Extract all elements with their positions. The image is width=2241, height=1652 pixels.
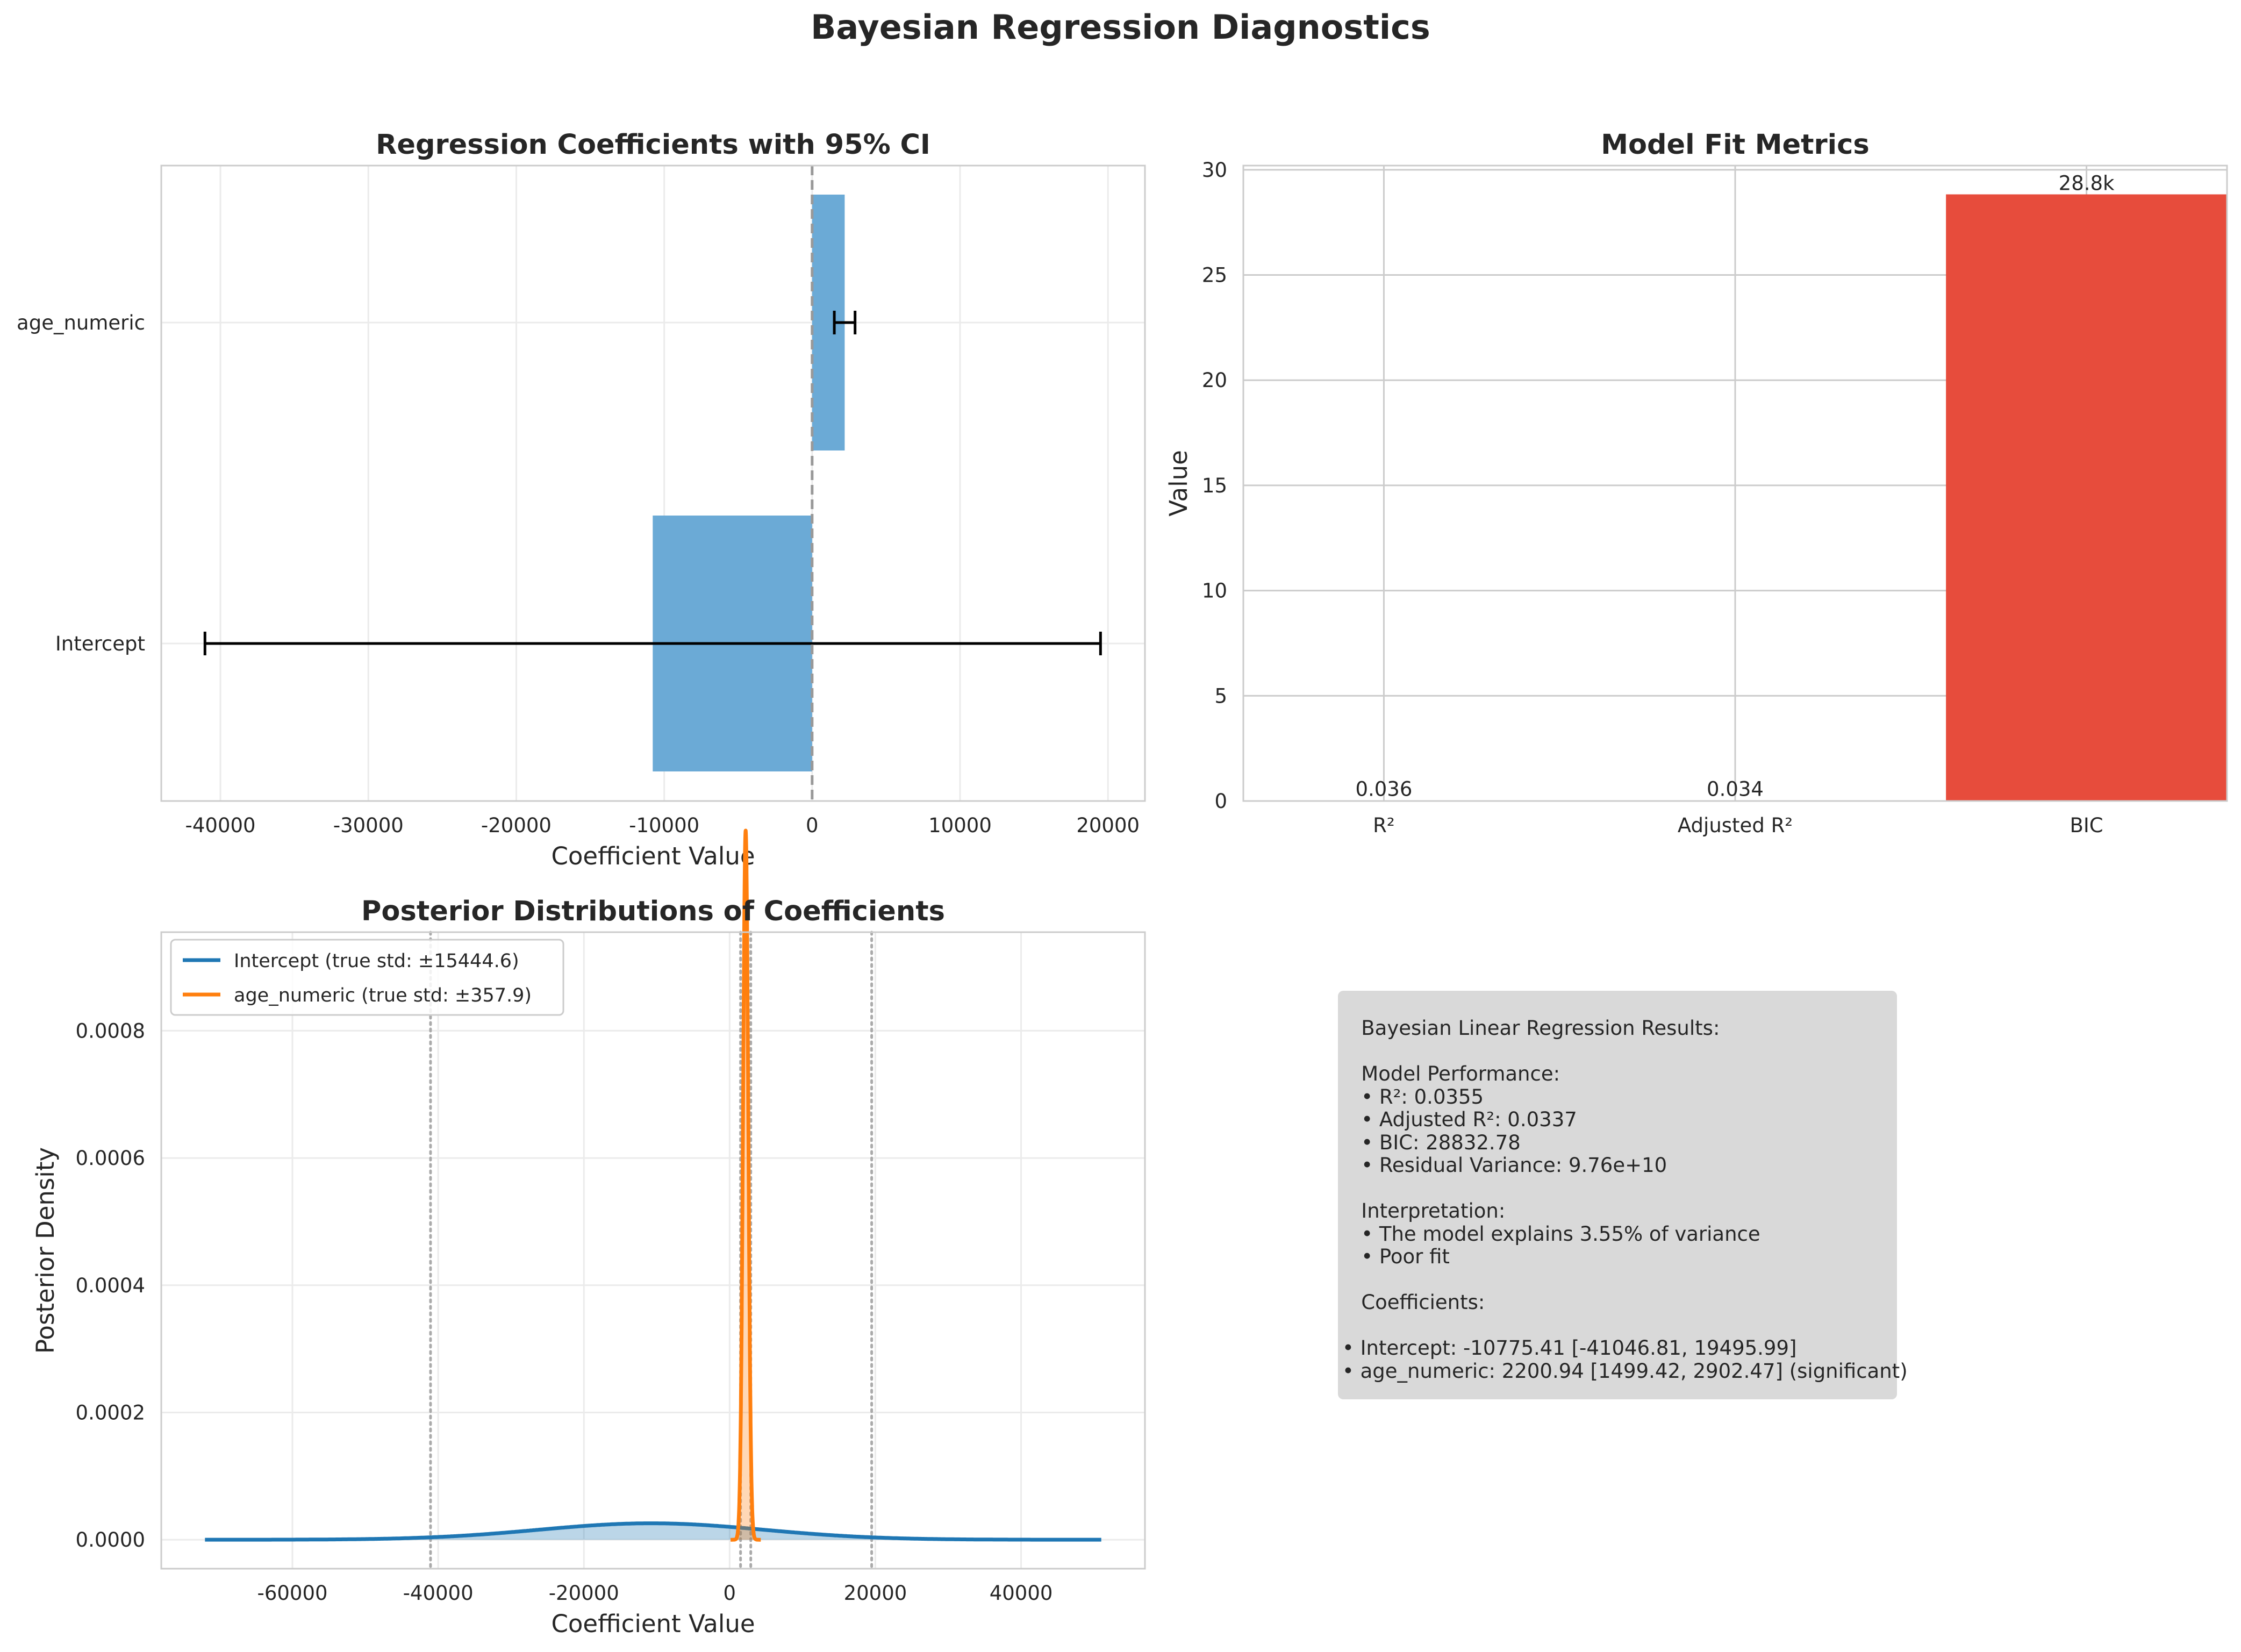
x-tick-label: -40000 bbox=[403, 1582, 474, 1605]
y-axis-label: Value bbox=[1164, 450, 1193, 517]
x-tick-label: 10000 bbox=[928, 814, 992, 837]
summary-text: Bayesian Linear Regression Results: Mode… bbox=[1342, 1017, 1908, 1383]
y-tick-label: 10 bbox=[1202, 580, 1227, 603]
density-fill bbox=[731, 831, 761, 1540]
x-tick-label: 0 bbox=[724, 1582, 736, 1605]
x-tick-label: -20000 bbox=[549, 1582, 619, 1605]
x-tick-label: -10000 bbox=[629, 814, 699, 837]
x-tick-label: 20000 bbox=[844, 1582, 907, 1605]
y-tick-label: 0 bbox=[1214, 790, 1227, 813]
y-tick-label: 5 bbox=[1214, 684, 1227, 707]
x-axis-label: Coefficient Value bbox=[551, 842, 755, 870]
bar-value-label: 0.034 bbox=[1707, 778, 1764, 801]
summary-box bbox=[1338, 991, 1897, 1399]
metric-bar bbox=[1946, 194, 2227, 802]
panel-title: Regression Coefficients with 95% CI bbox=[376, 129, 930, 161]
x-tick-label: -30000 bbox=[333, 814, 404, 837]
figure-title: Bayesian Regression Diagnostics bbox=[811, 8, 1430, 47]
y-tick-label: age_numeric bbox=[17, 311, 145, 334]
legend-entry: Intercept (true std: ±15444.6) bbox=[234, 950, 519, 972]
y-tick-label: 0.0008 bbox=[76, 1019, 145, 1042]
coefficients-panel: Intercept age_numeric -40000 -30000 -20000 -1… bbox=[17, 129, 1146, 870]
fit-metrics-frame bbox=[1242, 165, 2228, 802]
coefficients-frame bbox=[160, 165, 1146, 802]
panel-title: Posterior Distributions of Coefficients bbox=[361, 896, 945, 927]
x-axis-label: Coefficient Value bbox=[551, 1610, 755, 1638]
y-tick-label: 0.0002 bbox=[76, 1401, 145, 1424]
x-tick-label: -60000 bbox=[257, 1582, 327, 1605]
panel-title: Model Fit Metrics bbox=[1601, 129, 1870, 161]
bar-value-label: 28.8k bbox=[2059, 172, 2115, 195]
density-line bbox=[204, 1521, 1102, 1542]
density-fill bbox=[205, 1523, 1101, 1540]
density-line bbox=[728, 828, 763, 1542]
legend-frame bbox=[170, 939, 564, 1016]
y-axis-label: Posterior Density bbox=[31, 1147, 60, 1354]
x-tick-label: 0 bbox=[806, 814, 819, 837]
x-tick-label: R² bbox=[1373, 814, 1395, 837]
x-tick-label: BIC bbox=[2070, 814, 2103, 837]
y-tick-label: 25 bbox=[1202, 264, 1227, 287]
y-tick-label: 0.0000 bbox=[76, 1528, 145, 1551]
y-tick-label: 30 bbox=[1202, 159, 1227, 182]
x-tick-label: -20000 bbox=[481, 814, 552, 837]
y-tick-label: 0.0004 bbox=[76, 1274, 145, 1297]
posterior-frame bbox=[160, 931, 1146, 1570]
x-tick-label: 40000 bbox=[990, 1582, 1053, 1605]
x-tick-label: 20000 bbox=[1076, 814, 1140, 837]
posterior-panel: -60000 -40000 -20000 0 20000 40000 0.0000 0.000… bbox=[31, 828, 1146, 1638]
y-tick-label: 15 bbox=[1202, 474, 1227, 497]
bar-value-label: 0.036 bbox=[1355, 778, 1412, 801]
y-tick-label: 20 bbox=[1202, 369, 1227, 392]
fit-metrics-panel: 0 5 10 15 20 25 30 0.036 R² 0.034 Adjusted R² 28.8k… bbox=[1164, 129, 2228, 837]
y-tick-label: Intercept bbox=[55, 632, 145, 655]
legend-entry: age_numeric (true std: ±357.9) bbox=[234, 985, 532, 1006]
legend: Intercept (true std: ±15444.6) age_numeri… bbox=[170, 939, 564, 1016]
x-tick-label: Adjusted R² bbox=[1678, 814, 1793, 837]
y-tick-label: 0.0006 bbox=[76, 1147, 145, 1170]
x-tick-label: -40000 bbox=[185, 814, 256, 837]
